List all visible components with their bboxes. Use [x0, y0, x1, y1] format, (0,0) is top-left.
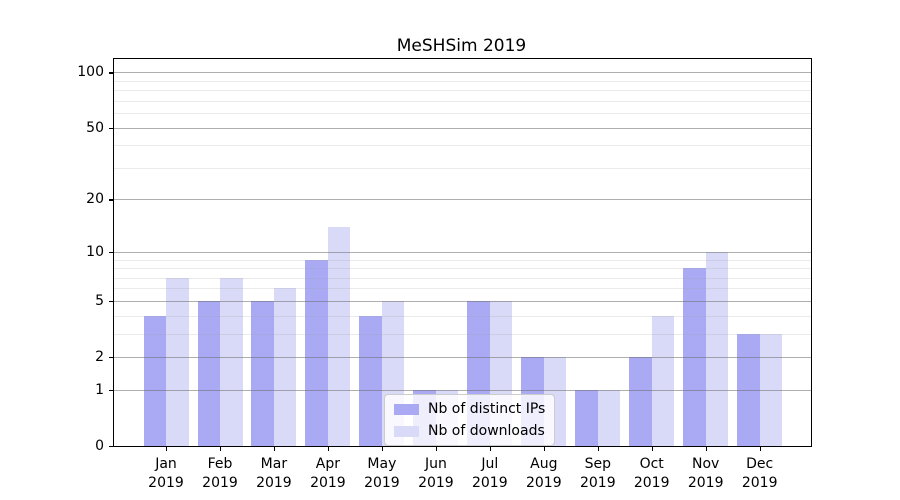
x-tick-label-apr: Apr 2019 — [310, 456, 346, 491]
bar-sep-distinct-ips — [575, 389, 598, 446]
minor-gridline — [114, 333, 811, 335]
legend-label-distinct-ips: Nb of distinct IPs — [428, 401, 546, 417]
y-tick-label-1: 1 — [95, 381, 104, 398]
legend-swatch-downloads — [394, 425, 419, 437]
minor-gridline — [114, 268, 811, 269]
legend-entry-distinct-ips: Nb of distinct IPs — [394, 401, 545, 417]
y-tick-label-100: 100 — [77, 64, 104, 81]
bar-mar-downloads — [273, 288, 297, 446]
y-tick-mark — [109, 357, 114, 359]
x-tick-label-jun: Jun 2019 — [418, 456, 454, 491]
bar-dec-distinct-ips — [737, 333, 760, 446]
y-tick-label-10: 10 — [86, 243, 104, 260]
minor-gridline — [114, 315, 811, 317]
bar-apr-distinct-ips — [305, 259, 328, 446]
bar-apr-downloads — [327, 226, 351, 446]
y-tick-mark — [109, 199, 114, 201]
y-tick-mark — [109, 446, 114, 448]
x-tick-mark — [327, 446, 330, 451]
x-tick-mark — [220, 446, 222, 451]
chart-title: MeSHSim 2019 — [396, 36, 527, 56]
x-tick-label-feb: Feb 2019 — [202, 456, 238, 491]
bar-mar-distinct-ips — [251, 300, 274, 446]
plot-area: 0 1 2 5 10 20 50 100 Jan 2019 Feb 2019 Mar 2019 Ap… — [77, 58, 812, 491]
bar-nov-downloads — [705, 251, 729, 446]
bar-jan-downloads — [166, 277, 189, 446]
legend-entry-downloads: Nb of downloads — [394, 423, 545, 439]
x-tick-mark — [543, 446, 546, 451]
x-tick-label-mar: Mar 2019 — [256, 456, 292, 491]
bar-feb-distinct-ips — [197, 300, 220, 446]
minor-gridline — [114, 167, 811, 169]
x-tick-label-sep: Sep 2019 — [579, 456, 616, 491]
x-tick-mark — [759, 446, 762, 451]
y-tick-label-20: 20 — [86, 191, 104, 208]
y-tick-label-50: 50 — [86, 119, 104, 136]
x-tick-mark — [489, 446, 492, 451]
minor-gridline — [114, 113, 811, 114]
x-tick-label-oct: Oct 2019 — [633, 456, 670, 491]
x-tick-label-jan: Jan 2019 — [148, 456, 184, 491]
y-tick-mark — [109, 251, 114, 254]
minor-gridline — [114, 145, 811, 147]
x-tick-mark — [435, 446, 438, 451]
bar-may-distinct-ips — [359, 315, 382, 446]
y-tick-mark — [109, 127, 114, 129]
y-tick-label-2: 2 — [95, 349, 104, 365]
y-tick-label-0: 0 — [95, 438, 104, 454]
y-tick-mark — [109, 72, 114, 74]
bar-feb-downloads — [220, 277, 243, 446]
x-tick-label-jul: Jul 2019 — [471, 456, 508, 491]
y-tick-mark — [109, 389, 114, 392]
x-tick-mark — [273, 446, 276, 451]
x-tick-mark — [166, 446, 168, 451]
major-gridline — [114, 300, 811, 302]
legend-label-downloads: Nb of downloads — [428, 423, 545, 439]
y-tick-mark — [109, 300, 114, 303]
minor-gridline — [114, 80, 811, 82]
bar-jan-distinct-ips — [143, 315, 166, 446]
bar-oct-distinct-ips — [629, 357, 652, 446]
x-tick-label-may: May 2019 — [364, 456, 400, 491]
bar-sep-downloads — [597, 389, 621, 446]
x-tick-label-nov: Nov 2019 — [687, 456, 724, 491]
minor-gridline — [114, 288, 811, 290]
major-gridline — [114, 72, 811, 74]
bar-dec-downloads — [759, 333, 783, 446]
minor-gridline — [114, 100, 811, 102]
x-tick-label-aug: Aug 2019 — [525, 456, 562, 491]
bar-oct-downloads — [651, 315, 675, 446]
major-gridline — [114, 251, 811, 253]
y-tick-label-5: 5 — [95, 292, 104, 309]
x-tick-mark — [597, 446, 600, 451]
x-tick-mark — [381, 446, 384, 451]
major-gridline — [114, 389, 811, 391]
major-gridline — [114, 199, 811, 201]
x-tick-mark — [705, 446, 708, 451]
minor-gridline — [114, 90, 811, 91]
major-gridline — [114, 127, 811, 129]
minor-gridline — [114, 259, 811, 261]
x-tick-mark — [651, 446, 654, 451]
legend-swatch-distinct-ips — [394, 403, 419, 415]
minor-gridline — [114, 277, 811, 279]
legend: Nb of distinct IPs Nb of downloads — [384, 394, 556, 446]
major-gridline — [114, 357, 811, 358]
x-tick-label-dec: Dec 2019 — [741, 456, 778, 491]
